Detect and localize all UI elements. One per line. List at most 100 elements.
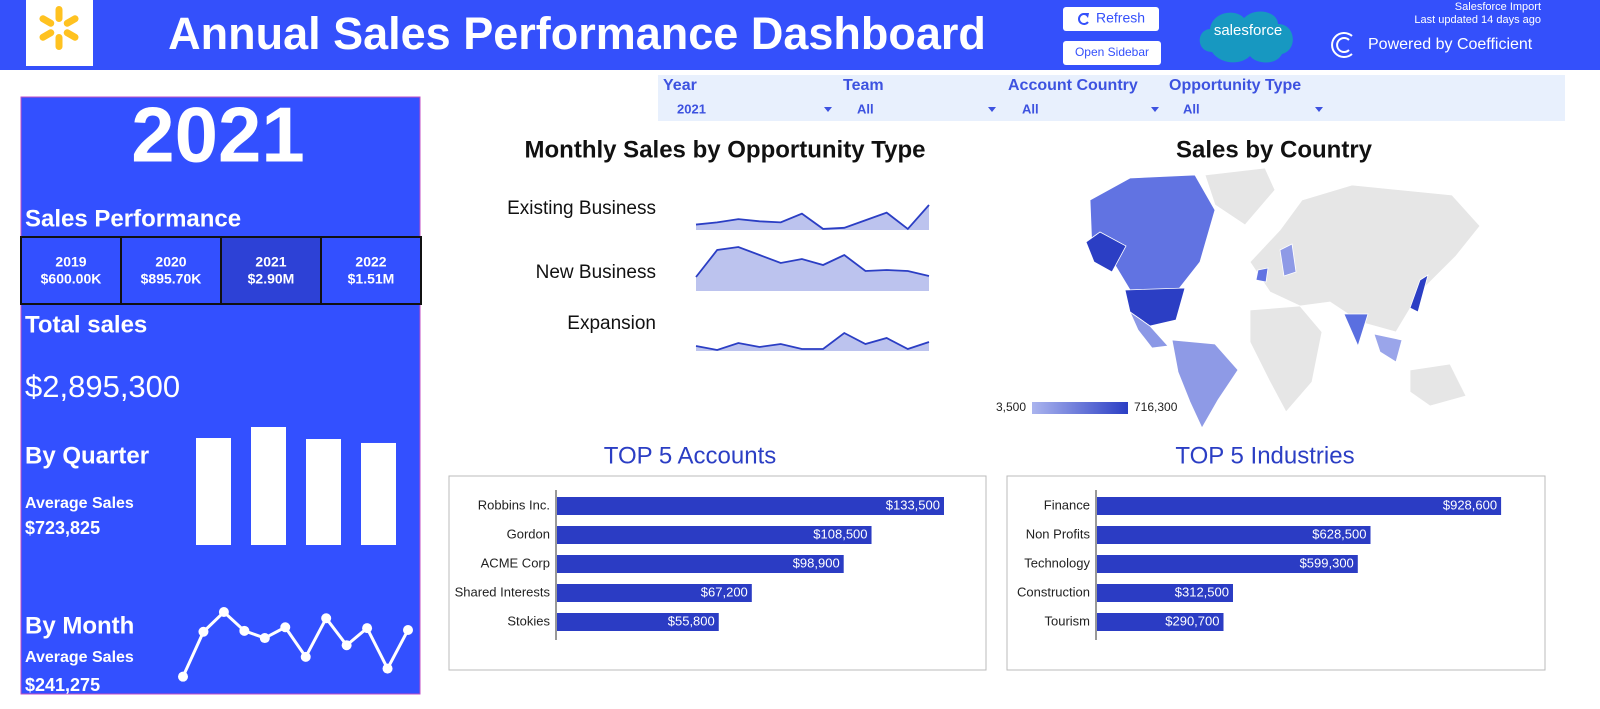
bar [557,526,872,544]
tile-year[interactable]: 2022 [355,254,386,270]
bar-value-label: $599,300 [1300,555,1354,570]
summary-panel [20,96,421,695]
tile-bg[interactable] [320,236,422,305]
legend-min: 3,500 [996,400,1026,414]
logo-petal [55,6,63,22]
refresh-icon[interactable] [1078,13,1089,25]
month-point [259,633,270,644]
world-map [1085,167,1481,429]
average-label: Average Sales [25,495,134,512]
refresh-icon-arrow[interactable] [1084,13,1089,18]
logo-petal [63,29,79,41]
map-region [1255,267,1269,283]
year-tile[interactable]: 2020$895.70K [120,236,222,305]
filter-value[interactable]: All [1022,101,1039,116]
chart-title: Sales by Country [1176,136,1373,163]
tile-bg[interactable] [120,236,222,305]
month-label: By Month [25,612,134,639]
quarter-bar [361,442,396,545]
filter-dropdown[interactable]: Opportunity Type All [1169,77,1323,116]
month-point [178,671,188,682]
updated-text: Last updated 14 days ago [1414,14,1541,26]
coefficient-logo [1331,32,1353,58]
tile-bg[interactable] [220,236,322,305]
map-region [1373,333,1403,363]
dropdown-caret[interactable] [1151,107,1159,112]
refresh-button[interactable]: Refresh [1063,7,1159,31]
bar-category: Finance [1044,497,1090,512]
button-bg[interactable] [1063,41,1161,65]
filter-dropdown[interactable]: Account Country All [1008,77,1159,116]
tile-year[interactable]: 2020 [155,254,186,270]
year-tile[interactable]: 2019$600.00K [20,236,122,305]
tile-sales[interactable]: $2.90M [248,271,295,287]
map-region [1171,339,1239,429]
filter-dropdown[interactable]: Team All [843,77,996,116]
year-tile[interactable]: 2021$2.90M [220,236,322,305]
sidebar-button[interactable]: Open Sidebar [1063,41,1161,65]
filter-label[interactable]: Year [663,77,697,94]
filter-label[interactable]: Account Country [1008,77,1138,94]
bar [1097,497,1502,515]
sparkline-line [695,246,930,278]
bar-category: ACME Corp [481,555,550,570]
map-region [1204,167,1276,226]
filter-value[interactable]: 2021 [677,101,706,116]
map-region [1343,313,1369,348]
month-point [280,622,291,633]
bar [557,497,944,515]
bar [1097,613,1224,631]
quarter-label: By Quarter [25,442,149,469]
bar-category: Tourism [1044,613,1090,628]
dropdown-caret[interactable] [824,107,832,112]
series-label: Existing Business [507,198,656,219]
month-point [362,623,373,634]
bar-category: Construction [1017,584,1090,599]
source-text: Salesforce Import [1455,1,1541,13]
summary-year: 2021 [131,91,305,179]
filter-label[interactable]: Opportunity Type [1169,77,1301,94]
bar [1097,555,1358,573]
bar-category: Non Profits [1026,526,1091,541]
month-point [198,626,209,637]
logo-petal [55,34,63,50]
series-label: Expansion [567,313,656,334]
map-region [1129,310,1169,349]
tile-bg[interactable] [20,236,122,305]
tile-year[interactable]: 2021 [255,254,286,270]
filter-value[interactable]: All [1183,101,1200,116]
map-region [1409,363,1467,407]
bar [557,584,752,602]
bar-value-label: $628,500 [1312,526,1366,541]
dashboard-title: Annual Sales Performance Dashboard [168,8,986,59]
button-label[interactable]: Refresh [1096,10,1145,26]
year-tile[interactable]: 2022$1.51M [320,236,422,305]
filter-bar [658,75,1565,121]
tile-year[interactable]: 2019 [55,254,86,270]
filter-value[interactable]: All [857,101,874,116]
map-region [1279,243,1297,277]
tile-sales[interactable]: $895.70K [141,271,202,287]
average-value: $723,825 [25,518,100,538]
bar-value-label: $290,700 [1165,613,1219,628]
filter-dropdown[interactable]: Year 2021 [663,77,832,116]
map-region [1085,231,1127,273]
legend-max: 716,300 [1134,400,1178,414]
filter-label[interactable]: Team [843,77,884,94]
dropdown-caret[interactable] [988,107,996,112]
dropdown-caret[interactable] [1315,107,1323,112]
logo-petal [63,15,79,27]
map-region [1089,174,1216,291]
sparkline-area [696,247,929,291]
bar-category: Gordon [507,526,550,541]
button-label[interactable]: Open Sidebar [1075,45,1149,59]
tile-sales[interactable]: $600.00K [41,271,102,287]
bar [1097,584,1233,602]
chart-title: TOP 5 Accounts [604,442,777,469]
header-bar [0,0,1600,70]
tile-sales[interactable]: $1.51M [348,271,395,287]
average-value: $241,275 [25,675,100,695]
sparkline-line [695,331,930,351]
